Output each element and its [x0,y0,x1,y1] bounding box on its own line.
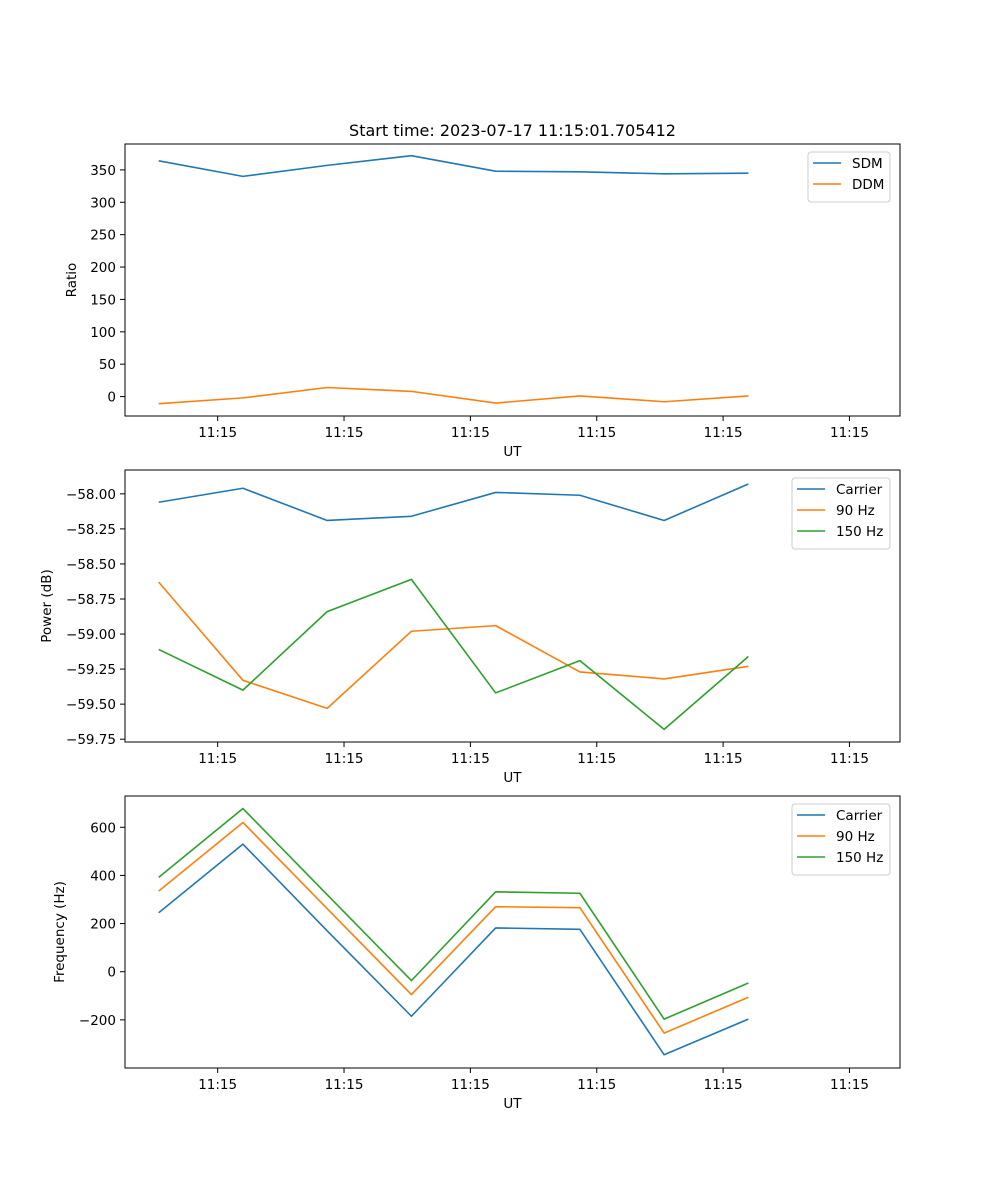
x-tick-label: 11:15 [704,425,743,441]
legend-label: 90 Hz [836,503,875,519]
axes-frame [124,143,901,417]
y-tick-label: 50 [99,357,116,373]
series-line-sdm [158,154,749,178]
y-tick-label: 250 [90,228,116,244]
y-tick-label: −200 [79,1013,116,1029]
y-tick-label: −58.75 [66,592,116,608]
y-tick-label: −58.00 [66,487,116,503]
legend-box [807,151,891,203]
x-tick-label: 11:15 [577,1077,616,1093]
x-axis-label: UT [503,1096,522,1112]
legend-label: 150 Hz [836,850,883,866]
y-tick-label: 350 [90,163,116,179]
x-tick-label: 11:15 [451,751,490,767]
x-tick-label: 11:15 [577,425,616,441]
legend: Carrier 90 Hz 150 Hz [791,803,891,876]
y-axis-label: Power (dB) [39,569,55,642]
series-line-carrier [158,843,749,1056]
x-tick-label: 11:15 [198,1077,237,1093]
x-tick-label: 11:15 [451,425,490,441]
y-tick-label: 0 [107,390,116,406]
legend-label: SDM [852,156,883,172]
x-tick-label: 11:15 [704,751,743,767]
panel-1: 11:15 11:15 11:15 11:15 11:15 11:15 0 50 100 150 2… [64,121,901,460]
x-tick-label: 11:15 [704,1077,743,1093]
panel-3: 11:15 11:15 11:15 11:15 11:15 11:15 −200 0 200 40… [52,795,901,1112]
y-axis-label: Ratio [64,263,80,298]
series-line-90-hz [158,581,749,710]
axes-frame [124,469,901,743]
x-tick-label: 11:15 [451,1077,490,1093]
y-tick-label: 100 [90,325,116,341]
series-line-90-hz [158,821,749,1034]
series-line-carrier [158,483,749,522]
y-tick-label: 300 [90,195,116,211]
y-axis-label: Frequency (Hz) [52,881,68,983]
y-tick-label: 200 [90,260,116,276]
y-tick-label: 400 [90,868,116,884]
x-tick-label: 11:15 [325,751,364,767]
legend: SDM DDM [807,151,891,203]
axes-frame [124,795,901,1069]
y-tick-label: −59.75 [66,732,116,748]
x-tick-label: 11:15 [325,1077,364,1093]
series-line-ddm [158,386,749,405]
series-line-150-hz [158,807,749,1020]
x-tick-label: 11:15 [325,425,364,441]
panel-2: 11:15 11:15 11:15 11:15 11:15 11:15 −59.75 −59.… [39,469,901,786]
y-tick-label: 200 [90,917,116,933]
y-tick-label: 150 [90,292,116,308]
x-axis-label: UT [503,444,522,460]
legend-label: 90 Hz [836,829,875,845]
x-tick-label: 11:15 [830,1077,869,1093]
series-line-150-hz [158,578,749,731]
legend-label: DDM [852,177,884,193]
x-tick-label: 11:15 [577,751,616,767]
y-tick-label: −59.25 [66,662,116,678]
chart-title: Start time: 2023-07-17 11:15:01.705412 [349,121,676,140]
x-tick-label: 11:15 [830,425,869,441]
y-tick-label: −59.00 [66,627,116,643]
y-tick-label: −58.50 [66,557,116,573]
legend-label: Carrier [836,808,883,824]
legend-label: 150 Hz [836,524,883,540]
x-tick-label: 11:15 [198,425,237,441]
x-tick-label: 11:15 [830,751,869,767]
y-tick-label: 600 [90,820,116,836]
x-axis-label: UT [503,770,522,786]
y-tick-label: −59.50 [66,697,116,713]
y-tick-label: −58.25 [66,522,116,538]
legend-label: Carrier [836,482,883,498]
legend: Carrier 90 Hz 150 Hz [791,477,891,550]
x-tick-label: 11:15 [198,751,237,767]
y-tick-label: 0 [107,965,116,981]
